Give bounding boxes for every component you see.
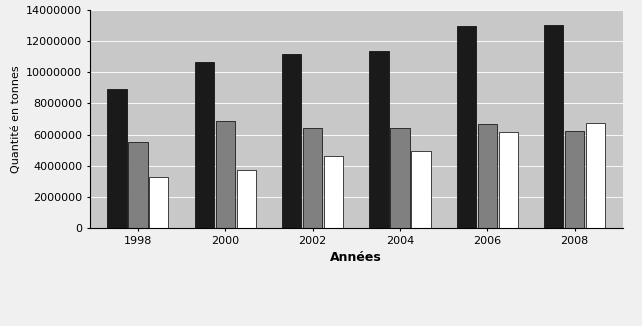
Bar [128, 141, 148, 228]
Bar [237, 170, 256, 228]
Bar [390, 128, 410, 228]
Bar [282, 54, 301, 228]
Bar [544, 24, 563, 228]
Bar [456, 26, 476, 228]
Y-axis label: Quantité en tonnes: Quantité en tonnes [10, 65, 21, 173]
Bar [499, 132, 518, 228]
Bar [324, 156, 343, 228]
Bar [216, 121, 235, 228]
Bar [107, 89, 126, 228]
X-axis label: Années: Années [331, 251, 382, 264]
Bar [369, 51, 388, 228]
Bar [478, 125, 497, 228]
Bar [565, 131, 584, 228]
Bar [586, 123, 605, 228]
Bar [303, 127, 322, 228]
Bar [195, 62, 214, 228]
Bar [150, 177, 168, 228]
Bar [412, 151, 431, 228]
